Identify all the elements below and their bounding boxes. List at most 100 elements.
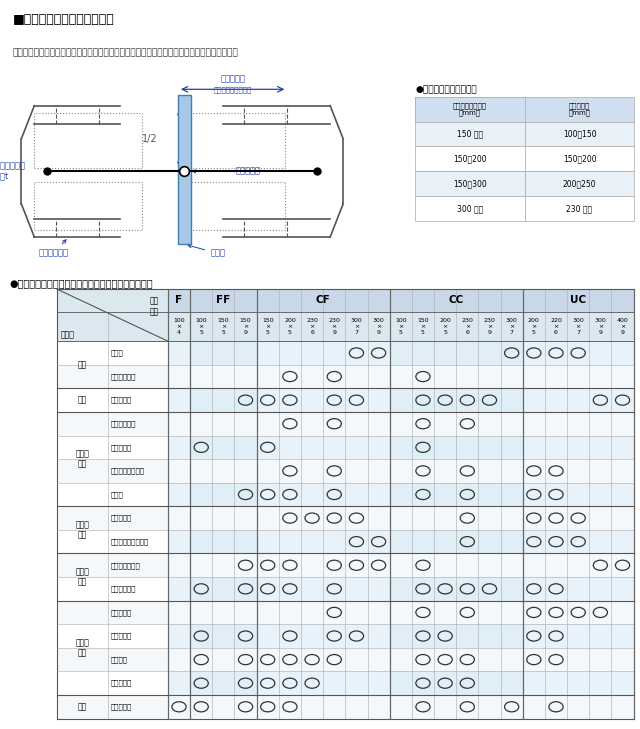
- Text: 鉄道・
道路: 鉄道・ 道路: [76, 449, 90, 469]
- Text: インダス止水板のコンクリート厚さに対する適用寸法に付いては、下記を推奨しております。: インダス止水板のコンクリート厚さに対する適用寸法に付いては、下記を推奨しておりま…: [13, 48, 239, 57]
- Bar: [178, 113, 285, 168]
- Text: 導水暗渠: 導水暗渠: [111, 656, 128, 663]
- Text: 300 以上: 300 以上: [457, 204, 483, 213]
- Bar: [178, 182, 285, 230]
- Bar: [35, 113, 141, 168]
- Bar: [390, 289, 523, 719]
- Text: 護　岸　堤: 護 岸 堤: [111, 515, 132, 521]
- Bar: [168, 289, 190, 719]
- Text: 開　水　路: 開 水 路: [111, 680, 132, 687]
- Bar: [415, 122, 525, 147]
- Text: F: F: [175, 295, 182, 305]
- Text: サイフォン: サイフォン: [111, 633, 132, 639]
- Text: 浄水場・処理場: 浄水場・処理場: [111, 562, 141, 569]
- Text: 上・下
水道: 上・下 水道: [76, 567, 90, 587]
- Text: 建築: 建築: [78, 702, 87, 712]
- Text: 150
×
5: 150 × 5: [417, 318, 429, 335]
- Bar: [525, 171, 634, 196]
- Text: 230 以上: 230 以上: [566, 204, 593, 213]
- Bar: [57, 312, 634, 341]
- Bar: [415, 147, 525, 171]
- Bar: [523, 289, 634, 719]
- Text: 400
×
9: 400 × 9: [617, 318, 628, 335]
- Text: 300
×
7: 300 × 7: [572, 318, 584, 335]
- Text: 頭　首　口: 頭 首 口: [111, 609, 132, 616]
- Bar: [178, 95, 191, 244]
- Text: 高　架　橋: 高 架 橋: [111, 444, 132, 451]
- Text: 150 以下: 150 以下: [457, 130, 483, 139]
- Text: 発　電　所: 発 電 所: [111, 397, 132, 403]
- Text: 200
×
5: 200 × 5: [439, 318, 451, 335]
- Bar: [57, 364, 634, 389]
- Text: 200
×
5: 200 × 5: [528, 318, 540, 335]
- Text: ●インダス止水板の用途別の形状・寸法選択参考資料: ●インダス止水板の用途別の形状・寸法選択参考資料: [10, 278, 153, 288]
- Bar: [57, 553, 634, 577]
- Text: 導・排水暗渠: 導・排水暗渠: [111, 585, 136, 592]
- Bar: [415, 196, 525, 221]
- Text: 地下構造物: 地下構造物: [111, 703, 132, 710]
- Bar: [190, 289, 257, 719]
- Text: FF: FF: [216, 295, 230, 305]
- Text: 硬質塩ビ管: 硬質塩ビ管: [193, 167, 261, 176]
- Text: 300
×
9: 300 × 9: [595, 318, 606, 335]
- Text: 寸法: 寸法: [149, 308, 159, 316]
- Bar: [415, 97, 525, 122]
- Text: 230
×
6: 230 × 6: [306, 318, 318, 335]
- Text: CF: CF: [316, 295, 330, 305]
- Text: 100
×
5: 100 × 5: [195, 318, 207, 335]
- Bar: [525, 196, 634, 221]
- Text: 150
×
9: 150 × 9: [240, 318, 252, 335]
- Bar: [415, 97, 634, 122]
- Text: 山岳トンネル: 山岳トンネル: [111, 421, 136, 427]
- Bar: [525, 122, 634, 147]
- Bar: [57, 412, 634, 435]
- Bar: [257, 289, 390, 719]
- Text: 220
×
6: 220 × 6: [550, 318, 562, 335]
- Text: 230
×
6: 230 × 6: [461, 318, 473, 335]
- Text: 150～200: 150～200: [453, 155, 487, 163]
- Text: 止水板の幅
（mm）: 止水板の幅 （mm）: [568, 102, 591, 117]
- Text: 100
×
5: 100 × 5: [395, 318, 406, 335]
- Text: 230
×
9: 230 × 9: [328, 318, 340, 335]
- Text: 300
×
7: 300 × 7: [506, 318, 518, 335]
- Text: 100～150: 100～150: [563, 130, 596, 139]
- Text: ■インダス止水板の適用寸法: ■インダス止水板の適用寸法: [13, 13, 115, 26]
- Text: 港湾・
河川: 港湾・ 河川: [76, 521, 90, 539]
- Bar: [57, 459, 634, 483]
- Text: 150
×
5: 150 × 5: [218, 318, 229, 335]
- Text: 形状: 形状: [149, 296, 159, 305]
- Text: 1/2: 1/2: [142, 133, 158, 144]
- Bar: [525, 147, 634, 171]
- Text: 電力: 電力: [78, 396, 87, 405]
- Text: UC: UC: [570, 295, 586, 305]
- Bar: [415, 171, 525, 196]
- Text: 300
×
7: 300 × 7: [351, 318, 362, 335]
- Text: コンクリート厚さ
（mm）: コンクリート厚さ （mm）: [453, 102, 487, 117]
- Bar: [57, 601, 634, 624]
- Text: 150～200: 150～200: [563, 155, 596, 163]
- Bar: [57, 289, 634, 312]
- Bar: [57, 506, 634, 530]
- Text: ダウェルバー: ダウェルバー: [38, 240, 68, 258]
- Text: CC: CC: [449, 295, 464, 305]
- Text: 200～250: 200～250: [563, 179, 596, 188]
- Text: 150～300: 150～300: [453, 179, 487, 188]
- Text: 100
×
4: 100 × 4: [173, 318, 185, 335]
- Text: 擁　壁: 擁 壁: [111, 491, 124, 498]
- Text: 水門・樋口・河口堰: 水門・樋口・河口堰: [111, 538, 149, 545]
- Bar: [57, 695, 634, 719]
- Text: ダム: ダム: [78, 360, 87, 370]
- Text: （適用寸法表参照）: （適用寸法表参照）: [214, 86, 252, 93]
- Text: 200
×
5: 200 × 5: [284, 318, 296, 335]
- Text: 150
×
5: 150 × 5: [262, 318, 273, 335]
- Bar: [57, 289, 168, 341]
- Text: ダ　ム: ダ ム: [111, 350, 124, 356]
- Text: ボックストンネル: ボックストンネル: [111, 467, 145, 474]
- Text: 目地材: 目地材: [188, 244, 225, 258]
- Text: 水路トンネル: 水路トンネル: [111, 373, 136, 380]
- Text: 農業・
水利: 農業・ 水利: [76, 638, 90, 658]
- Text: コンクリート
厚さt: コンクリート 厚さt: [0, 162, 26, 181]
- Bar: [57, 648, 634, 671]
- Text: 用　途: 用 途: [60, 330, 74, 339]
- Text: 300
×
9: 300 × 9: [372, 318, 385, 335]
